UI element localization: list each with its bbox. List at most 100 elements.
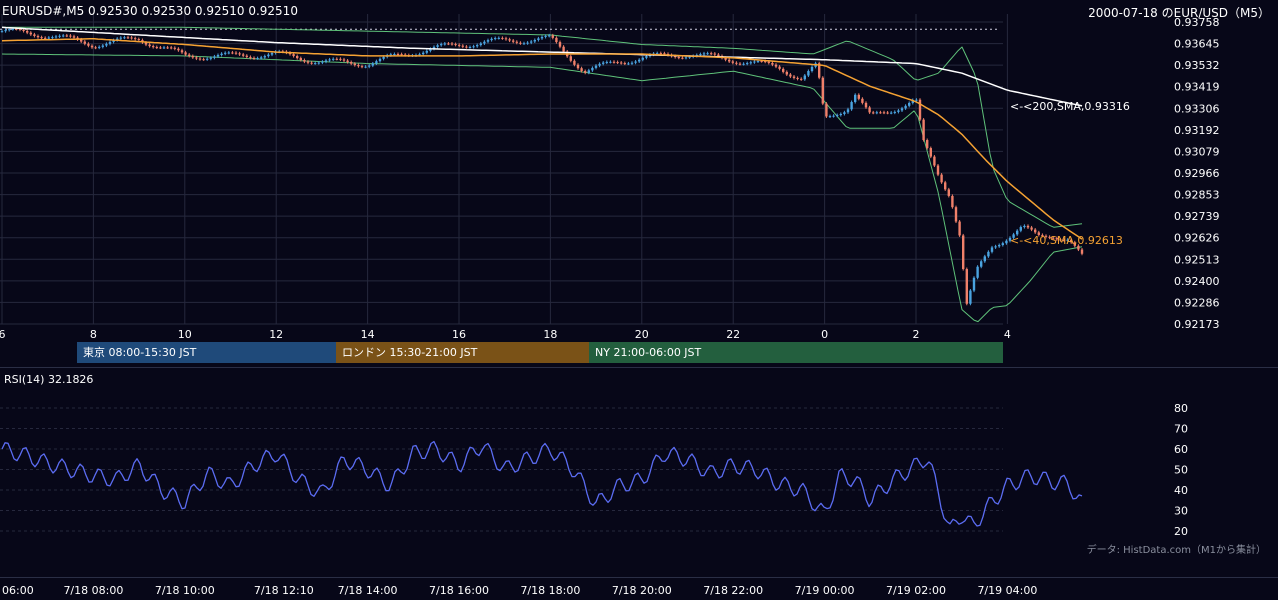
candle-body bbox=[18, 28, 22, 30]
indicator-tags: <-<200,SMA,0.93316 <-<40,SMA,0.92613 bbox=[1010, 100, 1130, 247]
moving-averages bbox=[1, 26, 1083, 240]
time-tick-label: 06:00 bbox=[2, 584, 34, 597]
candle-body bbox=[256, 58, 259, 60]
candle-body bbox=[1044, 235, 1048, 237]
candle-body bbox=[641, 57, 644, 60]
candle-body bbox=[198, 58, 202, 60]
candle-body bbox=[65, 35, 68, 37]
candle-body bbox=[702, 53, 706, 55]
candle-body bbox=[15, 28, 18, 30]
price-tick-label: 0.92400 bbox=[1174, 275, 1220, 288]
price-tick-label: 0.93306 bbox=[1174, 102, 1220, 115]
candle-body bbox=[616, 62, 619, 64]
candle-body bbox=[778, 66, 781, 69]
candle-body bbox=[879, 112, 882, 114]
candle-body bbox=[69, 35, 72, 37]
candle-body bbox=[868, 107, 871, 113]
candle-body bbox=[864, 102, 868, 108]
candle-body bbox=[425, 50, 428, 53]
candle-body bbox=[918, 99, 922, 120]
candle-body bbox=[634, 61, 637, 63]
candle-body bbox=[443, 43, 446, 45]
candle-body bbox=[206, 58, 209, 60]
hour-tick-label: 8 bbox=[90, 328, 97, 341]
candle-body bbox=[1059, 239, 1062, 241]
candle-body bbox=[890, 112, 893, 114]
candle-body bbox=[58, 35, 61, 37]
candle-body bbox=[1016, 230, 1019, 235]
candle-body bbox=[130, 37, 133, 39]
candle-body bbox=[389, 54, 392, 56]
candle-body bbox=[1073, 242, 1076, 246]
candle-body bbox=[346, 60, 349, 63]
candle-body bbox=[108, 41, 112, 44]
candle-body bbox=[440, 44, 443, 46]
candle-body bbox=[350, 62, 353, 64]
candle-body bbox=[40, 37, 43, 39]
candle-body bbox=[227, 52, 230, 54]
candle-body bbox=[177, 48, 180, 51]
candle-body bbox=[454, 44, 457, 46]
candle-body bbox=[522, 43, 526, 45]
candle-body bbox=[234, 52, 238, 54]
candle-body bbox=[605, 61, 608, 63]
candle-body bbox=[51, 37, 54, 39]
candle-body bbox=[843, 112, 846, 114]
candle-body bbox=[1030, 227, 1033, 230]
candle-body bbox=[101, 45, 104, 47]
candle-body bbox=[252, 57, 256, 59]
candle-body bbox=[915, 99, 918, 101]
candle-body bbox=[515, 41, 518, 43]
candle-body bbox=[591, 67, 594, 71]
candle-body bbox=[1048, 236, 1051, 238]
sma200-line bbox=[1, 26, 1083, 107]
candle-body bbox=[72, 36, 76, 38]
candle-body bbox=[479, 43, 482, 46]
price-tick-label: 0.93532 bbox=[1174, 59, 1220, 72]
candle-body bbox=[486, 40, 490, 42]
candle-body bbox=[191, 56, 194, 58]
candle-body bbox=[1077, 245, 1080, 250]
hour-tick-label: 12 bbox=[269, 328, 283, 341]
sma40-label: <-<40,SMA,0.92613 bbox=[1010, 234, 1123, 247]
candle-body bbox=[962, 235, 965, 270]
candle-body bbox=[1023, 225, 1026, 228]
candle-body bbox=[573, 60, 576, 65]
candle-body bbox=[630, 62, 634, 64]
price-tick-label: 0.93758 bbox=[1174, 16, 1220, 29]
candle-body bbox=[504, 38, 508, 40]
candle-body bbox=[990, 247, 994, 252]
candle-body bbox=[368, 65, 371, 67]
candle-body bbox=[400, 54, 403, 56]
candle-body bbox=[83, 41, 86, 44]
hour-axis: 6 8 10 12 14 16 18 20 22 0 2 4 bbox=[0, 328, 1011, 341]
candle-body bbox=[364, 66, 367, 68]
candle-body bbox=[1062, 240, 1066, 242]
candle-body bbox=[684, 57, 688, 59]
candle-body bbox=[220, 53, 223, 55]
bollinger-lower bbox=[1, 53, 1083, 323]
candles bbox=[0, 27, 1084, 306]
time-tick-label: 7/19 00:00 bbox=[795, 584, 855, 597]
hour-tick-label: 14 bbox=[361, 328, 375, 341]
session-ny: NY 21:00-06:00 JST bbox=[589, 342, 1003, 363]
candle-body bbox=[922, 119, 925, 141]
candle-body bbox=[112, 40, 115, 42]
candle-body bbox=[735, 62, 738, 64]
candle-body bbox=[47, 37, 50, 39]
candle-body bbox=[105, 43, 108, 46]
candle-body bbox=[1080, 249, 1084, 254]
candle-body bbox=[602, 62, 605, 64]
time-tick-label: 7/18 14:00 bbox=[338, 584, 398, 597]
candle-body bbox=[152, 46, 155, 48]
candle-body bbox=[836, 115, 839, 117]
candle-body bbox=[983, 256, 986, 262]
candle-body bbox=[771, 62, 774, 65]
price-tick-label: 0.92286 bbox=[1174, 296, 1220, 309]
candle-body bbox=[713, 53, 716, 55]
candle-body bbox=[609, 61, 612, 63]
candle-body bbox=[245, 55, 248, 57]
hour-tick-label: 2 bbox=[913, 328, 920, 341]
candle-body bbox=[749, 62, 752, 64]
